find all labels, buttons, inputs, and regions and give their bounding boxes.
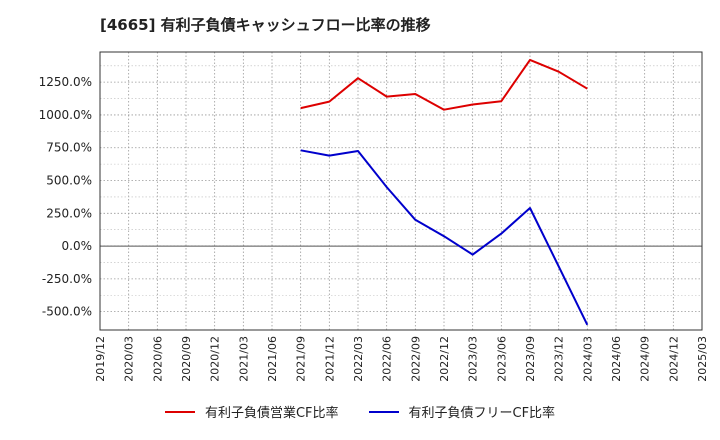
legend-label-free-cf: 有利子負債フリーCF比率 [408, 406, 556, 421]
plot-frame [99, 51, 703, 331]
x-tick-label: 2024/03 [581, 336, 594, 382]
x-tick-label: 2022/12 [438, 336, 451, 382]
x-tick-label: 2024/06 [610, 336, 623, 382]
x-tick-label: 2022/09 [409, 336, 422, 382]
legend-label-operating-cf: 有利子負債営業CF比率 [204, 406, 339, 421]
x-tick-label: 2021/06 [266, 336, 279, 382]
legend-swatch-blue [368, 410, 399, 413]
x-tick-label: 2021/12 [323, 336, 336, 382]
x-tick-label: 2021/03 [237, 336, 250, 382]
x-tick-label: 2020/03 [123, 336, 136, 382]
chart-title: [4665] 有利子負債キャッシュフロー比率の推移 [100, 16, 431, 34]
x-tick-label: 2023/09 [524, 336, 537, 382]
x-tick-label: 2021/09 [295, 336, 308, 382]
y-tick-label: -250.0% [42, 272, 92, 286]
y-tick-label: 500.0% [46, 174, 92, 188]
x-tick-label: 2023/06 [495, 336, 508, 382]
x-tick-label: 2020/06 [151, 336, 164, 382]
x-tick-label: 2020/09 [180, 336, 193, 382]
y-tick-label: -500.0% [42, 305, 92, 319]
x-tick-label: 2019/12 [94, 336, 107, 382]
y-tick-label: 1000.0% [39, 108, 92, 122]
y-tick-label: 250.0% [46, 206, 92, 220]
legend-item-operating-cf: 有利子負債営業CF比率 [164, 402, 339, 421]
x-tick-label: 2024/09 [639, 336, 652, 382]
y-tick-label: 1250.0% [39, 75, 92, 89]
x-tick-label: 2025/03 [696, 336, 709, 382]
legend: 有利子負債営業CF比率 有利子負債フリーCF比率 [0, 402, 720, 421]
x-tick-label: 2023/03 [467, 336, 480, 382]
x-tick-label: 2023/12 [553, 336, 566, 382]
legend-swatch-red [164, 410, 195, 413]
x-tick-label: 2020/12 [209, 336, 222, 382]
x-tick-label: 2024/12 [667, 336, 680, 382]
series-layer [300, 58, 589, 326]
x-tick-label: 2022/06 [381, 336, 394, 382]
y-axis-ticks: -500.0% -250.0% 0.0% 250.0% 500.0% 750.0% 1000… [39, 75, 92, 318]
x-axis-ticks: 2019/12 2020/03 2020/06 2020/09 2020/12 2021/… [94, 336, 709, 382]
x-tick-label: 2022/03 [352, 336, 365, 382]
y-tick-label: 750.0% [46, 141, 92, 155]
grid-lines [99, 52, 703, 330]
legend-item-free-cf: 有利子負債フリーCF比率 [368, 402, 556, 421]
y-tick-label: 0.0% [62, 239, 93, 253]
